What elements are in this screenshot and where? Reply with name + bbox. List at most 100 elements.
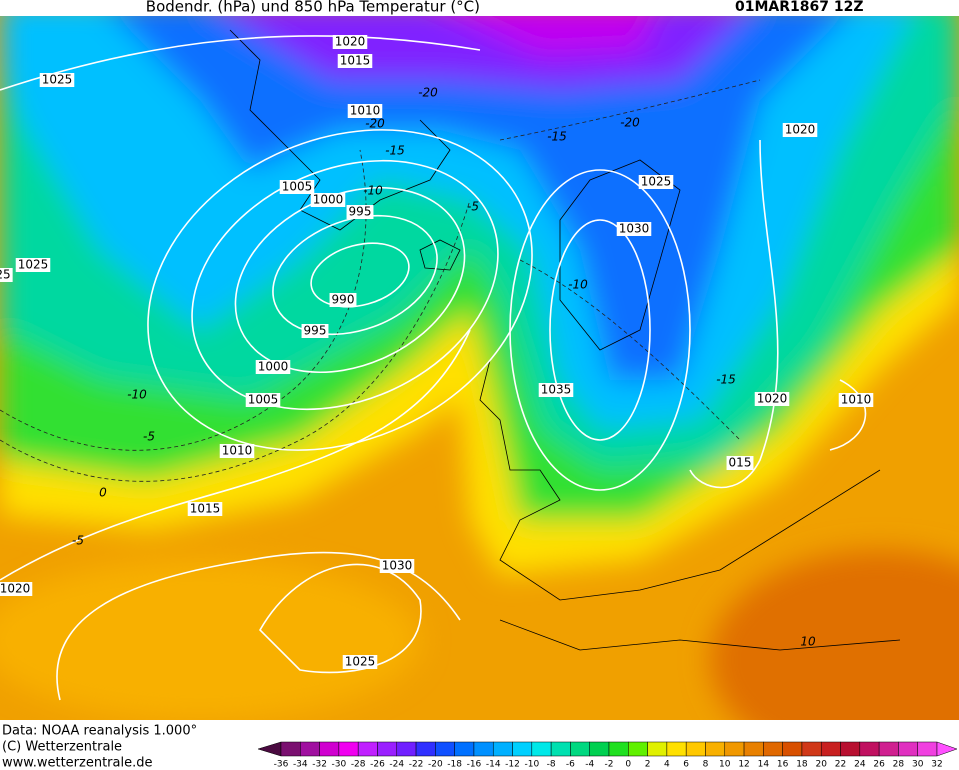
colorbar-tick-label: 28 xyxy=(893,760,905,770)
isobar-label: 1010 xyxy=(219,444,255,458)
isobar xyxy=(259,563,422,674)
colorbar-tick-label: -6 xyxy=(566,760,575,770)
colorbar-band xyxy=(300,741,320,757)
isobar-label-box xyxy=(332,35,368,49)
isobar-label: 1025 xyxy=(39,73,75,87)
colorbar-band xyxy=(685,741,706,757)
isobar-label: 995 xyxy=(346,205,374,219)
colorbar-band xyxy=(898,741,918,757)
isobar-value: 1005 xyxy=(248,393,279,407)
isotherm-value: -5 xyxy=(72,534,84,548)
isotherm xyxy=(0,149,367,451)
colorbar-tick-label: -18 xyxy=(447,760,462,770)
isobar-label: 990 xyxy=(329,293,357,307)
colorbar-tick-label: -14 xyxy=(486,760,501,770)
isotherm-value: -20 xyxy=(365,117,385,131)
isobar-label: 1025 xyxy=(15,258,51,272)
colorbar-tick-label: -12 xyxy=(505,760,520,770)
colorbar-band xyxy=(377,741,398,757)
isotherm-value: -20 xyxy=(418,86,438,100)
colorbar-band xyxy=(357,741,378,757)
isobar-label-box xyxy=(245,393,281,407)
isobar xyxy=(147,129,533,451)
isobar-value: 1025 xyxy=(345,655,376,669)
colorbar-tick-label: 16 xyxy=(777,760,789,770)
temperature-labels: -20-20-15-15-20-10-5-10-15-10-50-510 xyxy=(72,86,816,649)
colorbar-band xyxy=(319,741,340,757)
copyright: (C) Wetterzentrale xyxy=(2,740,122,755)
colorbar-tick-label: -8 xyxy=(547,760,556,770)
isobar-label-box xyxy=(754,392,790,406)
isobar-label: 1020 xyxy=(782,123,818,137)
isobar-value: 1030 xyxy=(382,559,413,573)
colorbar-band xyxy=(859,741,880,757)
isotherm-value: -5 xyxy=(467,200,479,214)
colorbar-tick-label: -20 xyxy=(428,760,443,770)
colorbar-tick-label: -26 xyxy=(370,760,385,770)
isobar-value: 1005 xyxy=(282,180,313,194)
colorbar-tick-label: 4 xyxy=(664,760,670,770)
colorbar-tick-label: -24 xyxy=(389,760,404,770)
isobar xyxy=(272,214,438,336)
isobar-label: 1025 xyxy=(638,175,674,189)
isobar-label: 1005 xyxy=(245,393,281,407)
isotherm-value: -20 xyxy=(620,116,640,130)
isobar-label-box xyxy=(0,268,13,282)
colorbar-tick-label: 32 xyxy=(931,760,942,770)
isobar-value: 015 xyxy=(729,456,752,470)
isotherm xyxy=(499,79,761,141)
isobar-value: 1025 xyxy=(42,73,73,87)
colorbar-tick-label: -32 xyxy=(312,760,327,770)
isobar-label-box xyxy=(782,123,818,137)
colorbar-band xyxy=(878,741,899,757)
isobar-label: 25 xyxy=(0,268,13,282)
isotherm xyxy=(0,199,471,482)
colorbar-band xyxy=(724,741,745,757)
isobar-label-box xyxy=(538,383,574,397)
colorbar-band xyxy=(415,741,436,757)
isobar-value: 995 xyxy=(304,324,327,338)
isotherm-value: -15 xyxy=(385,144,405,158)
colorbar-band xyxy=(820,741,841,757)
isobar-label-box xyxy=(346,205,374,219)
isobar-label: 1025 xyxy=(342,655,378,669)
isobar xyxy=(0,35,481,91)
colorbar-tick-label: 30 xyxy=(912,760,924,770)
website: www.wetterzentrale.de xyxy=(2,756,152,770)
coastline xyxy=(479,359,881,601)
map-time: 01MAR1867 12Z xyxy=(735,0,864,15)
isobar-value: 1020 xyxy=(785,123,816,137)
isobar xyxy=(56,551,461,701)
colorbar-over xyxy=(936,741,958,757)
isotherm-value: -5 xyxy=(143,430,155,444)
isobar xyxy=(829,379,867,451)
isotherm-value: -10 xyxy=(568,278,588,292)
colorbar-tick-label: 18 xyxy=(796,760,808,770)
colorbar-tick-label: -34 xyxy=(293,760,308,770)
isobar-label: 1030 xyxy=(616,222,652,236)
colorbar-band xyxy=(801,741,822,757)
isobar xyxy=(0,329,471,581)
isobar-label: 1015 xyxy=(187,502,223,516)
isobar-value: 1015 xyxy=(190,502,221,516)
isobar-label-box xyxy=(726,456,754,470)
warm-region xyxy=(0,560,420,720)
isobar xyxy=(509,169,691,491)
warm-region xyxy=(710,550,959,720)
isobar-label-box xyxy=(638,175,674,189)
isobar-label: 1020 xyxy=(0,582,33,596)
colorbar-tick-label: 22 xyxy=(835,760,846,770)
colorbar-band xyxy=(743,741,764,757)
colorbar-band xyxy=(705,741,726,757)
isobar-label: 1020 xyxy=(332,35,368,49)
colorbar-band xyxy=(763,741,783,757)
isobar-value: 1010 xyxy=(350,104,381,118)
colorbar-tick-label: 24 xyxy=(854,760,866,770)
colorbar-tick-label: -30 xyxy=(332,760,347,770)
isobar-value: 1030 xyxy=(619,222,650,236)
coastline xyxy=(499,619,901,651)
isobar-value: 1020 xyxy=(335,35,366,49)
isobar-labels: 1020101510251010102010051000995102510301… xyxy=(0,35,874,669)
isotherm-value: -15 xyxy=(547,130,567,144)
